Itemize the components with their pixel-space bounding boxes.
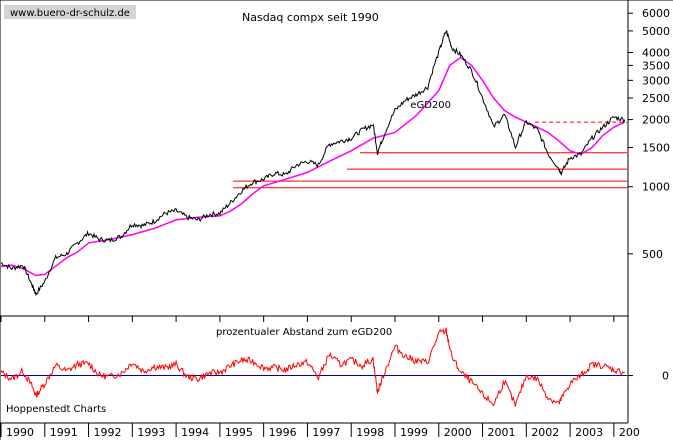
y-tick-label: 3500 (642, 59, 670, 72)
x-tick-label: 1996 (269, 426, 297, 439)
main-series (0, 30, 626, 297)
oscillator-line (0, 326, 625, 407)
y-tick-label: 1500 (642, 141, 670, 154)
y-tick-label: 2000 (642, 114, 670, 127)
x-tick-label: 1992 (94, 426, 122, 439)
y-tick-label: 4000 (642, 46, 670, 59)
watermark-box (4, 5, 136, 19)
series-label-egd200: eGD200 (410, 100, 451, 111)
x-tick-label: 2000 (444, 426, 472, 439)
y-tick-label: 500 (642, 248, 663, 261)
x-tick-label: 1997 (312, 426, 340, 439)
y-tick-label: 2500 (642, 92, 670, 105)
x-tick-label: 1999 (400, 426, 428, 439)
x-tick-label: 200 (619, 426, 640, 439)
y-tick-label: 1000 (642, 181, 670, 194)
y-axis-oscillator: 0 (628, 370, 669, 383)
x-axis: 1990 1991 1992 1993 1994 1995 1996 1997 1998 1999… (0, 316, 640, 439)
oscillator-series (0, 326, 627, 407)
y-tick-label: 0 (662, 370, 669, 383)
x-tick-label: 1994 (181, 426, 209, 439)
y-tick-label: 6000 (642, 7, 670, 20)
oscillator-title: prozentualer Abstand zum eGD200 (216, 327, 392, 338)
main-chart-title: Nasdaq compx seit 1990 (242, 11, 379, 24)
x-tick-label: 1998 (356, 426, 384, 439)
x-tick-label: 1990 (6, 426, 34, 439)
watermark-label: www.buero-dr-schulz.de (10, 8, 130, 19)
x-tick-label: 2002 (531, 426, 559, 439)
x-tick-label: 1993 (137, 426, 165, 439)
x-tick-label: 2001 (488, 426, 516, 439)
footer-label: Hoppenstedt Charts (6, 404, 106, 415)
y-tick-label: 3000 (642, 74, 670, 87)
y-tick-label: 5000 (642, 25, 670, 38)
egd200-line (0, 56, 626, 277)
x-tick-label: 1995 (225, 426, 253, 439)
nasdaq-price-line (0, 30, 626, 297)
x-tick-label: 1991 (50, 426, 78, 439)
x-tick-label: 2003 (575, 426, 603, 439)
